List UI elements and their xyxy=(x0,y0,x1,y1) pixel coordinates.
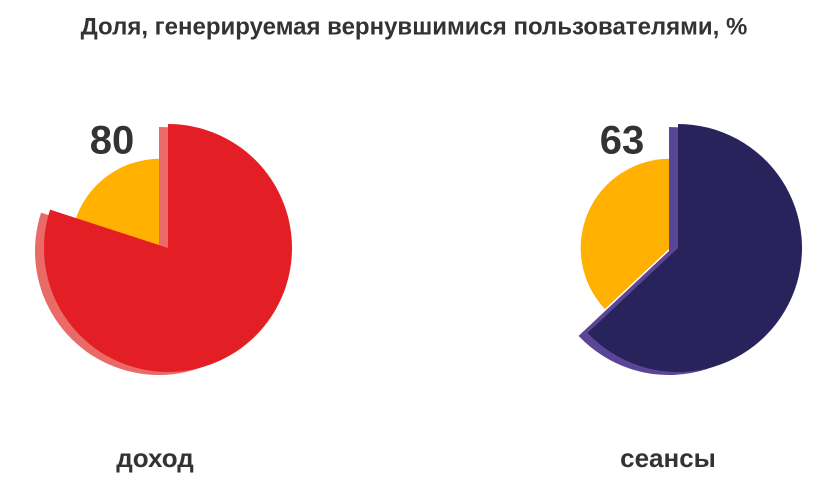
category-label: сеансы xyxy=(620,443,716,473)
pie-slice xyxy=(587,124,802,373)
value-label: 63 xyxy=(600,119,645,163)
pie-slice xyxy=(44,124,292,372)
category-label: доход xyxy=(116,443,194,473)
chart-title: Доля, генерируемая вернувшимися пользова… xyxy=(81,13,748,40)
pie-slice xyxy=(580,158,670,310)
value-label: 80 xyxy=(90,119,135,163)
